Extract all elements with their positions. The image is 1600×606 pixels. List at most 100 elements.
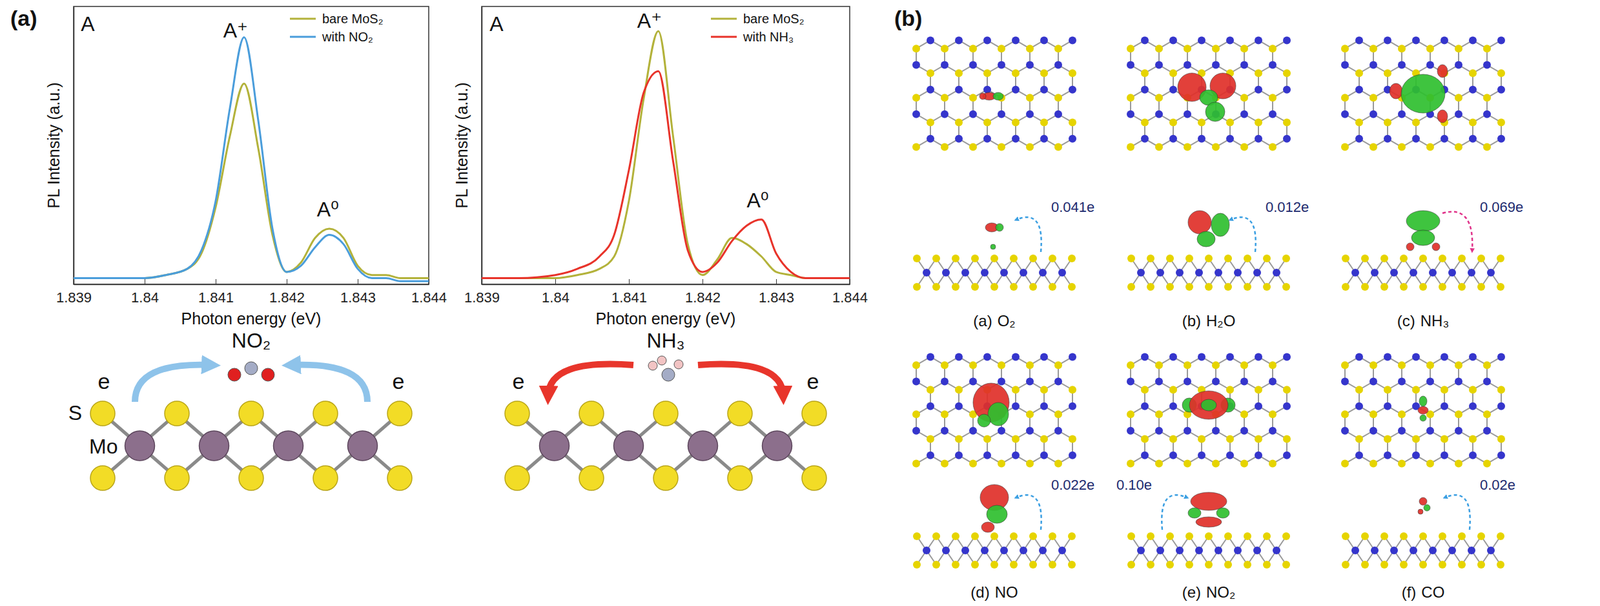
sulfur-atom [1054, 410, 1063, 418]
charge-density [1437, 64, 1448, 78]
sulfur-atom [1029, 282, 1037, 291]
sulfur-atom [954, 118, 963, 126]
charge-density [1406, 210, 1440, 232]
molybdenum-atom [940, 426, 949, 435]
molybdenum-atom [1058, 546, 1067, 554]
molybdenum-atom [1483, 110, 1491, 119]
molybdenum-atom [1341, 377, 1349, 386]
x-axis-line [74, 284, 430, 286]
x-tick-label: 1.839 [464, 289, 500, 306]
x-tick-label: 1.843 [758, 289, 795, 306]
caption-panel: (a) [973, 311, 992, 330]
structure: 0.069e(c)NH₃ [1341, 36, 1524, 330]
legend-swatch [289, 18, 316, 21]
molybdenum-atom [942, 546, 950, 554]
sulfur-atom [1226, 434, 1234, 443]
sulfur-atom [1341, 254, 1350, 263]
molybdenum-atom [1054, 110, 1063, 119]
sulfur-atom [1185, 560, 1194, 569]
sulfur-atom [1127, 532, 1136, 540]
sulfur-atom [1426, 360, 1435, 369]
molybdenum-atom [1272, 546, 1281, 554]
molybdenum-atom [1454, 61, 1463, 70]
molybdenum-atom [1240, 426, 1249, 435]
x-tick-label: 1.841 [611, 289, 647, 306]
sulfur-atom [912, 254, 921, 263]
molybdenum-atom [1169, 451, 1178, 460]
plot-frame [481, 6, 850, 285]
caption-molecule: NO [994, 583, 1019, 601]
sulfur-atom [1067, 254, 1076, 263]
molybdenum-atom [1054, 377, 1063, 386]
molybdenum-atom [1440, 451, 1449, 460]
sulfur-atom [1009, 532, 1018, 540]
sulfur-atom [1468, 385, 1477, 394]
molybdenum-atom [912, 377, 921, 386]
sulfur-atom [1282, 434, 1291, 443]
molybdenum-atom [1126, 61, 1135, 70]
sulfur-atom [983, 434, 992, 443]
molybdenum-atom [980, 268, 989, 277]
side-view [1127, 492, 1291, 569]
molybdenum-atom [1497, 134, 1506, 143]
annotation: A [489, 12, 504, 36]
molybdenum-atom [1426, 61, 1435, 70]
charge-density [1419, 414, 1427, 421]
sulfur-atom [579, 465, 604, 491]
charge-density [1195, 516, 1222, 527]
sulfur-atom [1383, 69, 1392, 77]
molybdenum-atom [1156, 546, 1165, 554]
charge-density [1423, 504, 1431, 511]
caption: (e)NO₂ [1182, 583, 1236, 601]
molybdenum-atom [1268, 426, 1277, 435]
molybdenum-atom [1254, 352, 1263, 361]
sulfur-atom [1127, 282, 1136, 291]
legend-label: bare MoS₂ [322, 11, 383, 26]
molybdenum-atom [1268, 377, 1277, 386]
sulfur-atom [969, 93, 977, 102]
sulfur-atom [1166, 282, 1174, 291]
charge-label: 0.012e [1265, 198, 1309, 216]
sulfur-atom [1155, 44, 1163, 53]
molybdenum-atom [1155, 110, 1163, 119]
sulfur-atom [1457, 282, 1466, 291]
charge-density [1437, 109, 1448, 123]
top-view-bonds [1130, 40, 1287, 147]
sulfur-atom [1268, 44, 1277, 53]
legend-label: with NH₃ [742, 29, 794, 44]
sulfur-atom [1226, 118, 1234, 126]
sulfur-atom [1380, 282, 1389, 291]
molybdenum-atom [1390, 268, 1398, 277]
sulfur-atom [912, 93, 921, 102]
sulfur-atom [1011, 385, 1020, 394]
top-view-bonds [916, 356, 1073, 463]
sulfur-atom [997, 44, 1006, 53]
x-axis-title: Photon energy (eV) [595, 309, 737, 328]
figure: (a)(b)1.8391.841.8411.8421.8431.844Photo… [0, 0, 1600, 606]
molybdenum-atom [1426, 426, 1435, 435]
sulfur-atom [164, 400, 190, 426]
charge-transfer-arrow [1016, 216, 1042, 252]
sulfur-atom [1011, 434, 1020, 443]
molybdenum-atom [1282, 352, 1291, 361]
molybdenum-atom [1068, 36, 1077, 44]
sulfur-atom [990, 532, 999, 540]
sulfur-atom [1383, 434, 1392, 443]
molybdenum-atom [539, 430, 570, 461]
sulfur-atom [990, 560, 999, 569]
sulfur-atom [1262, 560, 1271, 569]
molybdenum-atom [1197, 36, 1206, 44]
sulfur-atom [1243, 532, 1252, 540]
sulfur-atom [1341, 459, 1349, 468]
sulfur-atom [1127, 560, 1136, 569]
x-axis-title: Photon energy (eV) [181, 309, 322, 328]
caption-molecule: H₂O [1206, 311, 1236, 330]
molybdenum-atom [1454, 426, 1463, 435]
molybdenum-atom [1211, 426, 1220, 435]
sulfur-atom [1025, 44, 1034, 53]
molybdenum-atom [125, 430, 155, 461]
lines [481, 30, 850, 278]
molybdenum-atom [969, 110, 977, 119]
molybdenum-atom [1351, 546, 1360, 554]
sulfur-atom [969, 360, 977, 369]
